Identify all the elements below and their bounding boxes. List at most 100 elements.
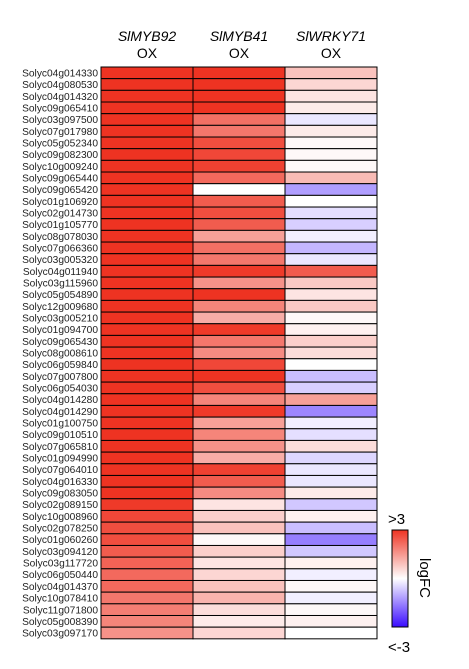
- heatmap-cell: [192, 603, 286, 616]
- heatmap-cell: [192, 614, 286, 628]
- heatmap-cell: [192, 218, 286, 231]
- heatmap-cell: [100, 288, 194, 301]
- heatmap-cell: [192, 404, 286, 418]
- heatmap-cell: [100, 113, 194, 126]
- heatmap-cell: [192, 241, 286, 255]
- heatmap-cell: [192, 124, 286, 138]
- heatmap-cell: [192, 533, 286, 546]
- heatmap-cell: [284, 544, 378, 558]
- heatmap-cell: [284, 253, 378, 266]
- row-label: Solyc09g082300: [22, 150, 98, 161]
- heatmap-cell: [192, 521, 286, 535]
- heatmap-cell: [100, 323, 194, 336]
- heatmap-cell: [192, 346, 286, 360]
- heatmap-cell: [100, 334, 194, 348]
- column-header-suffix: OX: [229, 45, 250, 61]
- heatmap-cell: [100, 591, 194, 605]
- heatmap-cell: [100, 626, 194, 640]
- heatmap-cell: [100, 311, 194, 325]
- heatmap-cell: [100, 66, 194, 80]
- heatmap-cell: [192, 474, 286, 488]
- heatmap-cell: [100, 253, 194, 266]
- heatmap-cell: [284, 556, 378, 570]
- heatmap-cell: [100, 241, 194, 255]
- heatmap-cell: [192, 276, 286, 290]
- heatmap-cell: [284, 439, 378, 453]
- row-label: Solyc07g066360: [22, 243, 98, 254]
- heatmap-cell: [192, 591, 286, 605]
- heatmap-cell: [284, 498, 378, 511]
- row-label: Solyc12g009680: [22, 302, 98, 313]
- heatmap-cell: [192, 439, 286, 453]
- heatmap-cells: [100, 66, 378, 640]
- row-label: Solyc09g010510: [22, 430, 98, 441]
- heatmap-cell: [284, 288, 378, 301]
- heatmap-cell: [192, 159, 286, 173]
- row-label: Solyc06g059840: [22, 360, 98, 371]
- heatmap-cell: [100, 568, 194, 581]
- heatmap-cell: [100, 544, 194, 558]
- row-label: Solyc04g014320: [22, 92, 98, 103]
- heatmap-cell: [284, 323, 378, 336]
- heatmap-cell: [284, 183, 378, 196]
- heatmap-cell: [100, 159, 194, 173]
- heatmap-cell: [284, 206, 378, 220]
- row-label: Solyc01g094990: [22, 454, 98, 465]
- heatmap-cell: [192, 299, 286, 313]
- row-label: Solyc02g078250: [22, 524, 98, 535]
- heatmap-cell: [192, 113, 286, 126]
- heatmap-cell: [100, 381, 194, 395]
- row-label: Solyc10g078410: [22, 594, 98, 605]
- heatmap-cell: [284, 334, 378, 348]
- heatmap-cell: [100, 229, 194, 243]
- heatmap-cell: [284, 66, 378, 80]
- heatmap-cell: [100, 358, 194, 371]
- row-label: Solyc01g105770: [22, 220, 98, 231]
- heatmap-cell: [100, 346, 194, 360]
- legend-title: logFC: [416, 558, 433, 598]
- heatmap-cell: [100, 206, 194, 220]
- heatmap-cell: [284, 474, 378, 488]
- heatmap-cell: [100, 299, 194, 313]
- legend-min-label: <-3: [388, 639, 410, 656]
- heatmap-cell: [100, 486, 194, 500]
- heatmap-cell: [192, 626, 286, 640]
- heatmap-cell: [192, 206, 286, 220]
- heatmap-cell: [100, 509, 194, 523]
- heatmap-cell: [100, 393, 194, 406]
- row-label: Solyc04g014290: [22, 407, 98, 418]
- heatmap-cell: [100, 89, 194, 103]
- row-label: Solyc10g009240: [22, 162, 98, 173]
- row-label: Solyc03g005210: [22, 314, 98, 325]
- heatmap-cell: [284, 463, 378, 476]
- row-label: Solyc08g078030: [22, 232, 98, 243]
- row-label: Solyc07g007800: [22, 372, 98, 383]
- column-header-gene: SlMYB92: [118, 28, 177, 44]
- heatmap-cell: [100, 78, 194, 91]
- heatmap-cell: [192, 334, 286, 348]
- heatmap-cell: [284, 369, 378, 383]
- heatmap-cell: [192, 148, 286, 161]
- row-label: Solyc03g097170: [22, 629, 98, 640]
- row-label: Solyc01g106920: [22, 197, 98, 208]
- heatmap-cell: [284, 521, 378, 535]
- row-label: Solyc06g054030: [22, 384, 98, 395]
- heatmap-cell: [284, 218, 378, 231]
- column-header-gene: SlMYB41: [210, 28, 268, 44]
- row-label: Solyc07g065810: [22, 442, 98, 453]
- heatmap-cell: [284, 416, 378, 430]
- heatmap-cell: [192, 568, 286, 581]
- heatmap-cell: [284, 311, 378, 325]
- row-label: Solyc11g071800: [23, 605, 98, 616]
- heatmap-cell: [192, 229, 286, 243]
- heatmap-cell: [100, 451, 194, 465]
- heatmap-cell: [284, 486, 378, 500]
- row-label: Solyc04g014330: [22, 68, 98, 79]
- heatmap-cell: [284, 451, 378, 465]
- heatmap-cell: [100, 428, 194, 441]
- heatmap-cell: [100, 369, 194, 383]
- heatmap-cell: [284, 148, 378, 161]
- heatmap-cell: [284, 626, 378, 640]
